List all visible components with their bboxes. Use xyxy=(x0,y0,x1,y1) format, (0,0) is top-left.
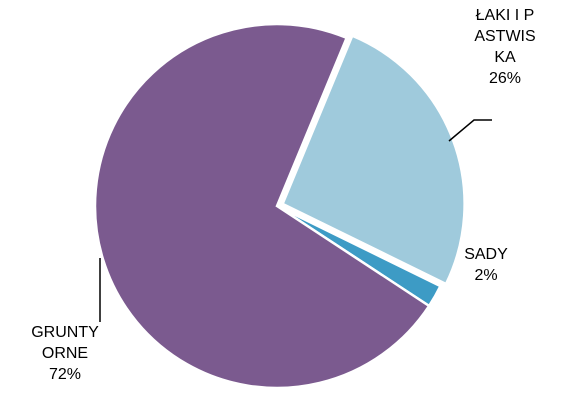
category-label: SADY xyxy=(464,246,508,263)
slice-label: ŁAKI I PASTWISKA 26% xyxy=(464,5,546,89)
slice-label: GRUNTY ORNE 72% xyxy=(15,322,115,385)
pie-slice xyxy=(281,34,466,286)
category-label: GRUNTY ORNE xyxy=(31,324,99,362)
leader-line xyxy=(448,119,492,142)
value-label: 72% xyxy=(48,366,82,383)
slice-label: SADY 2% xyxy=(451,244,521,286)
pie-slice xyxy=(93,22,431,390)
value-label: 2% xyxy=(474,267,498,284)
category-label: ŁAKI I PASTWISKA xyxy=(474,7,536,66)
value-label: 26% xyxy=(488,70,522,87)
